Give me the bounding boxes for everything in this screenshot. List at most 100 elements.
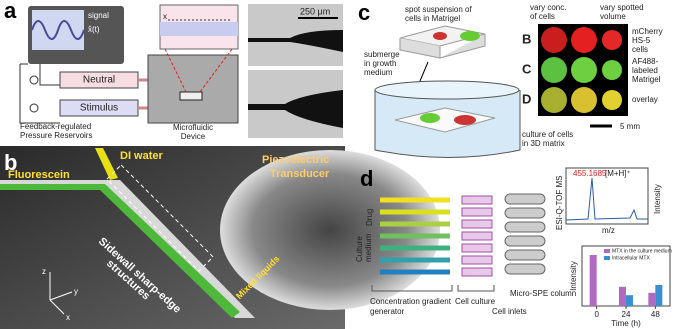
bar: [648, 292, 656, 306]
panel-b: b DI water Piezoelectric Transducer Fluo…: [0, 146, 440, 329]
spots: [541, 27, 622, 113]
inset-stream: [160, 22, 238, 36]
row-label: mCherry: [632, 27, 663, 36]
medium: medium: [364, 233, 373, 262]
transducer-label: Transducer: [270, 168, 330, 180]
cell-culture: Cell culture: [455, 297, 496, 306]
y-axis-label: Intensity: [569, 261, 578, 291]
row-label: Matrigel: [632, 75, 661, 84]
vary-conc: vary conc.: [530, 3, 566, 12]
panel-d: d Drug Culture medium Concentration grad…: [355, 166, 672, 328]
fluorescein: Fluorescein: [8, 169, 70, 181]
slab: [394, 107, 496, 133]
junction: [29, 103, 39, 113]
row-letter: B: [522, 31, 531, 46]
panel-letter: a: [4, 0, 17, 23]
submerge: in growth: [364, 59, 396, 68]
ms-trace: [565, 177, 648, 221]
x-axis-label: Time (h): [611, 319, 641, 328]
device-label: Device: [181, 132, 206, 141]
sine: [31, 20, 85, 40]
panel-letter: b: [4, 150, 17, 175]
spot: [454, 115, 476, 125]
gradient-generator: [380, 197, 450, 275]
axis-label: z: [42, 267, 46, 276]
vary-volume: volume: [600, 12, 626, 21]
ms-side: ESI-Q-TOF MS: [555, 175, 564, 230]
signal-symbol: x̂(t): [88, 25, 100, 34]
row-label: labeled: [632, 66, 658, 75]
x-tick-label: 0: [594, 310, 599, 319]
axis-label: x: [66, 313, 70, 322]
axes: [49, 272, 73, 315]
junction: [29, 75, 39, 85]
spot: spot suspension of: [405, 5, 472, 14]
x-marker: x: [163, 12, 167, 21]
row-label: overlay: [632, 95, 658, 104]
ms-plot: [565, 167, 649, 225]
panel-a: a signal x̂(t) Neutral Stimulus Feedback…: [4, 0, 343, 141]
x-tick-label: 24: [622, 310, 631, 319]
panel-letter: d: [360, 166, 373, 191]
stream: [248, 30, 343, 52]
culture: in 3D matrix: [522, 139, 565, 148]
spot: [420, 113, 440, 123]
culture: culture of cells: [522, 130, 573, 139]
row-label: HS-5: [632, 36, 651, 45]
submerge: medium: [364, 68, 393, 77]
drug: Drug: [365, 209, 374, 226]
axis-label: y: [74, 287, 78, 296]
row-letter: C: [522, 61, 532, 76]
legend-swatch: [604, 256, 610, 260]
signal-label: signal: [88, 11, 109, 20]
zoom-lines: [164, 48, 233, 93]
di-stream: [95, 148, 118, 180]
reservoirs: Pressure Reservoirs: [20, 131, 92, 140]
ms-peak: 455.1685: [573, 169, 607, 178]
submerge: submerge: [364, 50, 400, 59]
spe-columns: [504, 193, 546, 275]
x-tick-label: 48: [651, 310, 660, 319]
stream: [248, 90, 343, 128]
bar: [626, 295, 633, 306]
gradient: generator: [370, 307, 405, 316]
spe: Micro-SPE column: [510, 289, 576, 298]
neutral: Neutral: [83, 75, 115, 86]
ms-ylabel: Intensity: [653, 184, 662, 214]
bar: [655, 285, 663, 306]
legend-label: MTX in the culture medium: [612, 248, 672, 254]
ms-ion: [M+H]⁺: [605, 169, 631, 178]
gradient: Concentration gradient: [370, 297, 452, 306]
scale-bar: 250 μm: [300, 6, 330, 16]
cell-inlets: Cell inlets: [492, 307, 527, 316]
bar: [619, 286, 626, 306]
beaker-top: [374, 80, 520, 100]
bar: [589, 255, 597, 306]
stimulus: Stimulus: [80, 103, 118, 114]
device: [147, 54, 239, 124]
panel-letter: c: [358, 0, 370, 25]
brackets: [371, 285, 495, 292]
device-label: Microfluidic: [173, 123, 213, 132]
slab-side: [399, 34, 486, 59]
spot: cells in Matrigel: [405, 14, 460, 23]
legend-label: Intracellular MTX: [612, 255, 650, 261]
ms-xlabel: m/z: [602, 226, 615, 235]
di-water: DI water: [120, 150, 164, 162]
wires: [19, 63, 60, 124]
panel-c: c spot suspension of cells in Matrigel s…: [358, 0, 663, 158]
culture-chambers: [461, 195, 493, 277]
channel: [179, 91, 203, 101]
reservoirs: Feedback-regulated: [20, 122, 91, 131]
scale-bar: 5 mm: [620, 122, 640, 131]
row-label: AF488-: [632, 57, 659, 66]
vary-volume: vary spotted: [600, 3, 644, 12]
dashed-box: [106, 164, 214, 272]
spot: [433, 32, 447, 40]
spot: [460, 31, 480, 41]
row-letter: D: [522, 91, 531, 106]
transducer-label: Piezoelectric: [262, 154, 329, 166]
row-label: cells: [632, 45, 648, 54]
legend-swatch: [604, 249, 610, 253]
